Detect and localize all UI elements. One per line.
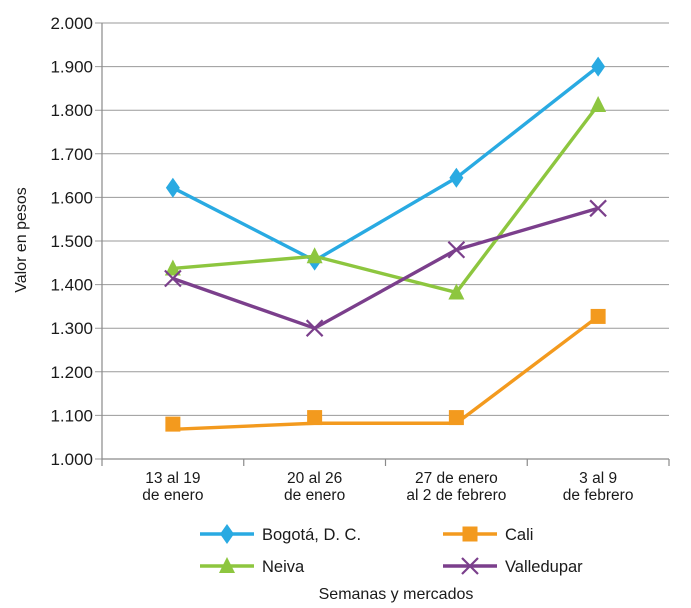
y-axis-label: Valor en pesos xyxy=(13,187,30,293)
data-point xyxy=(590,308,606,324)
legend-label: Bogotá, D. C. xyxy=(262,526,361,544)
series-valledupar xyxy=(164,199,607,337)
x-category-label: 13 al 19 de enero xyxy=(142,470,203,504)
data-point xyxy=(448,410,464,426)
y-tick-label: 2.000 xyxy=(50,14,93,33)
series-bogot-d-c xyxy=(165,56,606,271)
data-point xyxy=(305,319,324,337)
y-tick-label: 1.000 xyxy=(50,450,93,469)
data-point xyxy=(164,259,181,276)
series-group xyxy=(164,56,607,432)
series-line xyxy=(172,65,600,263)
y-tick-label: 1.600 xyxy=(50,188,93,207)
legend-label: Valledupar xyxy=(505,558,583,576)
series-cali xyxy=(165,308,606,432)
x-category-label: 20 al 26 de enero xyxy=(284,470,345,504)
y-tick-label: 1.900 xyxy=(50,58,93,77)
legend: Bogotá, D. C. Cali Neiva Valledupar xyxy=(200,524,583,576)
data-point xyxy=(164,269,182,288)
legend-item-neiva: Neiva xyxy=(200,557,305,576)
axes xyxy=(101,23,670,466)
y-axis-ticks: 1.000 1.100 1.200 1.300 1.400 1.500 1.600 1.700… xyxy=(50,14,93,469)
legend-item-bogot-d-c: Bogotá, D. C. xyxy=(200,524,361,544)
data-point xyxy=(591,56,606,77)
y-tick-label: 1.800 xyxy=(50,101,93,120)
data-point xyxy=(307,410,323,426)
legend-swatch-marker xyxy=(461,557,479,575)
series-line xyxy=(172,103,600,295)
data-point xyxy=(306,247,323,264)
data-point xyxy=(447,240,466,259)
series-line xyxy=(172,315,600,432)
y-tick-label: 1.300 xyxy=(50,319,93,338)
y-tick-label: 1.400 xyxy=(50,276,93,295)
series-line xyxy=(172,206,599,330)
x-category-label: 27 de enero al 2 de febrero xyxy=(406,470,506,504)
data-point xyxy=(589,199,607,218)
legend-label: Neiva xyxy=(262,558,305,576)
x-category-label: 3 al 9 de febrero xyxy=(563,470,634,504)
grid-lines xyxy=(95,22,669,460)
x-axis-categories: 13 al 19 de enero 20 al 26 de enero 27 de en… xyxy=(142,470,633,504)
data-point xyxy=(165,177,180,198)
legend-item-cali: Cali xyxy=(443,526,533,544)
data-point xyxy=(165,416,181,432)
y-tick-label: 1.200 xyxy=(50,363,93,382)
y-tick-label: 1.700 xyxy=(50,145,93,164)
legend-label: Cali xyxy=(505,526,533,544)
x-axis-label: Semanas y mercados xyxy=(319,586,474,603)
y-tick-label: 1.100 xyxy=(50,406,93,425)
legend-swatch-marker xyxy=(462,526,478,542)
data-point xyxy=(448,283,465,300)
y-tick-label: 1.500 xyxy=(50,232,93,251)
legend-item-valledupar: Valledupar xyxy=(443,557,583,576)
series-neiva xyxy=(164,95,607,300)
legend-swatch-marker xyxy=(220,524,234,544)
legend-swatch-marker xyxy=(219,557,235,573)
data-point xyxy=(590,95,607,112)
data-point xyxy=(449,167,464,188)
